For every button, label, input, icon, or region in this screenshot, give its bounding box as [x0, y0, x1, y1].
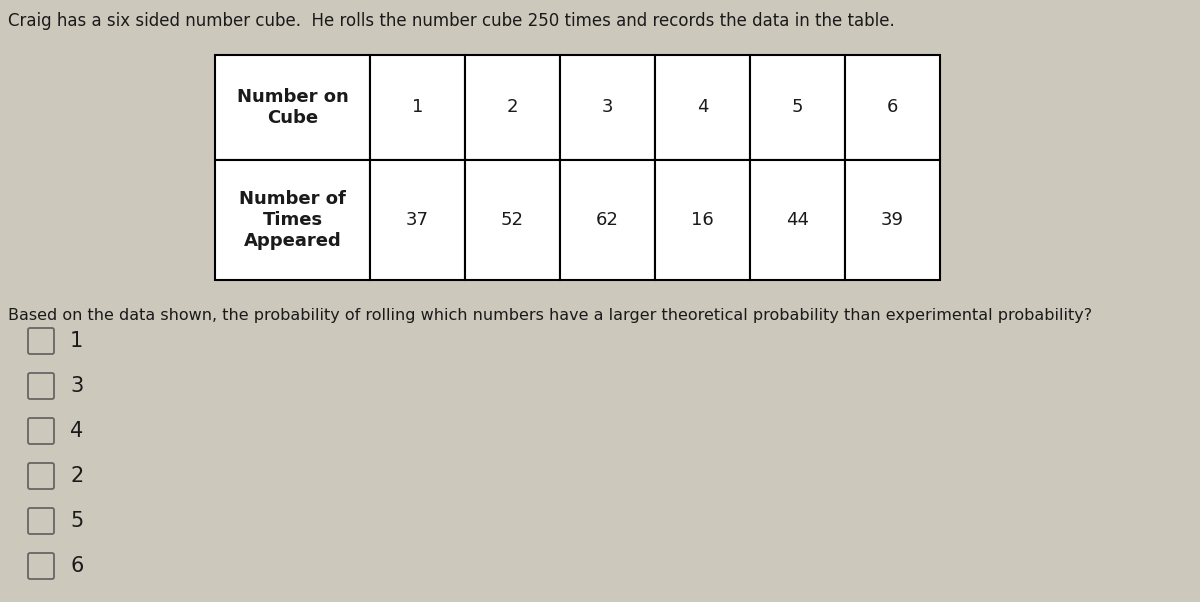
Text: Based on the data shown, the probability of rolling which numbers have a larger : Based on the data shown, the probability…: [8, 308, 1092, 323]
Bar: [655, 160, 750, 280]
Text: 5: 5: [792, 99, 803, 117]
Text: 16: 16: [691, 211, 714, 229]
Bar: [560, 160, 655, 280]
FancyBboxPatch shape: [28, 328, 54, 354]
Bar: [750, 160, 845, 280]
Text: 52: 52: [502, 211, 524, 229]
Bar: [215, 55, 370, 160]
Text: 6: 6: [70, 556, 83, 576]
Text: Craig has a six sided number cube.  He rolls the number cube 250 times and recor: Craig has a six sided number cube. He ro…: [8, 12, 895, 30]
Text: 62: 62: [596, 211, 619, 229]
Bar: [750, 55, 845, 160]
FancyBboxPatch shape: [28, 553, 54, 579]
Text: 3: 3: [601, 99, 613, 117]
FancyBboxPatch shape: [28, 463, 54, 489]
Bar: [845, 55, 940, 160]
Text: 5: 5: [70, 511, 83, 531]
Text: 2: 2: [70, 466, 83, 486]
Bar: [655, 55, 750, 160]
Bar: [370, 55, 466, 160]
Bar: [466, 160, 560, 280]
Bar: [215, 160, 370, 280]
Text: 6: 6: [887, 99, 898, 117]
Text: 39: 39: [881, 211, 904, 229]
Text: 1: 1: [70, 331, 83, 351]
Text: 2: 2: [506, 99, 518, 117]
Text: 4: 4: [697, 99, 708, 117]
Text: 3: 3: [70, 376, 83, 396]
Bar: [370, 160, 466, 280]
FancyBboxPatch shape: [28, 418, 54, 444]
Text: 4: 4: [70, 421, 83, 441]
Text: 1: 1: [412, 99, 424, 117]
FancyBboxPatch shape: [28, 373, 54, 399]
Bar: [845, 160, 940, 280]
Text: 44: 44: [786, 211, 809, 229]
Text: 37: 37: [406, 211, 430, 229]
Text: Number on
Cube: Number on Cube: [236, 88, 348, 127]
Text: Number of
Times
Appeared: Number of Times Appeared: [239, 190, 346, 250]
FancyBboxPatch shape: [28, 508, 54, 534]
Bar: [466, 55, 560, 160]
Bar: [560, 55, 655, 160]
